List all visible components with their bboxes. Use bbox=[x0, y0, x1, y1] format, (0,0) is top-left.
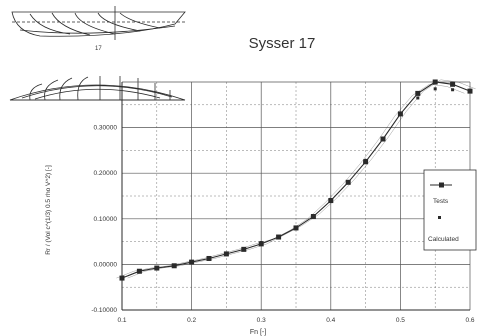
series-calculated-point bbox=[416, 96, 420, 100]
hull-caption: 17 bbox=[95, 46, 102, 52]
series-tests-point bbox=[241, 246, 247, 252]
hull-profile-sketch bbox=[9, 76, 186, 101]
series-calculated-point bbox=[329, 198, 333, 202]
series-tests-point bbox=[189, 259, 195, 265]
legend-calculated-label: Calculated bbox=[428, 236, 459, 243]
y-tick-label: 0.20000 bbox=[94, 170, 118, 177]
series-tests-point bbox=[345, 179, 351, 185]
x-tick-label: 0.1 bbox=[117, 317, 126, 324]
series-calculated-point bbox=[451, 88, 455, 92]
series-tests-point bbox=[136, 268, 142, 274]
series-calculated-point bbox=[294, 227, 298, 231]
series-calculated-point bbox=[398, 112, 402, 116]
y-tick-labels: -0.10000 0.00000 0.10000 0.20000 0.30000 bbox=[91, 125, 117, 314]
legend-tests-marker bbox=[439, 182, 444, 188]
y-tick-label: 0.30000 bbox=[94, 125, 118, 132]
y-tick-label: 0.00000 bbox=[94, 261, 118, 268]
series-tests-point bbox=[415, 90, 421, 96]
series-calculated-point bbox=[433, 87, 437, 91]
x-tick-label: 0.3 bbox=[257, 317, 266, 324]
series-group bbox=[116, 79, 476, 281]
series-calculated-point bbox=[259, 241, 263, 245]
y-tick-label: 0.10000 bbox=[94, 216, 118, 223]
legend-calculated-marker bbox=[438, 216, 441, 219]
series-tests-point bbox=[450, 81, 456, 87]
series-tests-point bbox=[380, 136, 386, 142]
legend-tests-label: Tests bbox=[433, 198, 449, 205]
chart-title: Sysser 17 bbox=[249, 35, 316, 52]
grid-lines bbox=[121, 81, 471, 311]
series-tests-point bbox=[467, 88, 473, 94]
series-tests-envelope bbox=[127, 79, 476, 279]
y-tick-label: -0.10000 bbox=[91, 307, 117, 314]
x-tick-label: 0.4 bbox=[326, 317, 335, 324]
series-tests-point bbox=[119, 275, 125, 281]
hull-body-plan-sketch bbox=[11, 6, 186, 40]
axes bbox=[121, 82, 470, 311]
y-axis-label: Rr / (Vol c^(1/3) 0.5 rho V^2) [-] bbox=[45, 165, 52, 255]
x-tick-labels: 0.1 0.2 0.3 0.4 0.5 0.6 bbox=[117, 317, 474, 324]
series-tests-point bbox=[154, 265, 160, 271]
legend-box bbox=[423, 169, 477, 251]
series-tests-point bbox=[276, 234, 282, 240]
series-tests-point bbox=[171, 263, 177, 269]
series-tests-point bbox=[310, 214, 316, 220]
x-tick-label: 0.5 bbox=[396, 317, 405, 324]
x-tick-label: 0.6 bbox=[465, 317, 474, 324]
series-tests-envelope bbox=[116, 83, 465, 279]
series-calculated-point bbox=[364, 158, 368, 162]
series-tests-point bbox=[223, 251, 229, 257]
legend: Tests Calculated bbox=[423, 169, 477, 251]
plot-area: 0.1 0.2 0.3 0.4 0.5 0.6 -0.10000 0.00000 0.1000… bbox=[91, 79, 476, 324]
series-tests-point bbox=[206, 255, 212, 261]
x-tick-label: 0.2 bbox=[187, 317, 196, 324]
x-axis-label: Fn [-] bbox=[250, 329, 266, 336]
series-tests-point bbox=[432, 79, 438, 85]
